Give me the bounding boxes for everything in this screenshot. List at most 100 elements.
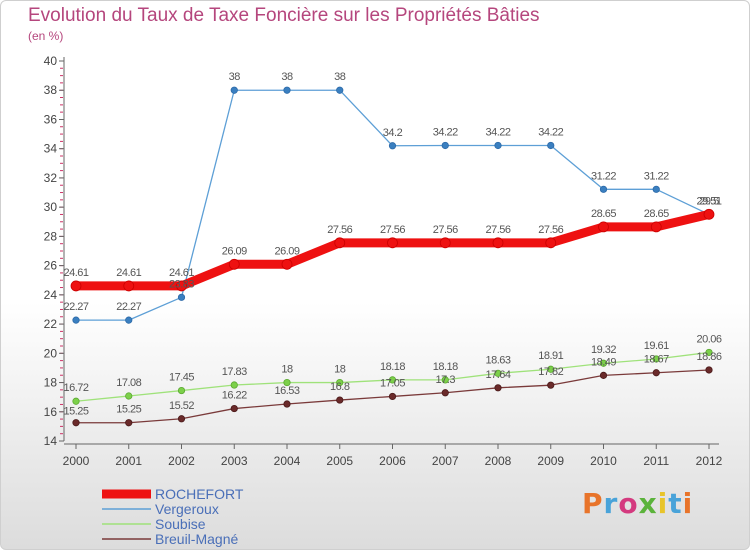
data-point xyxy=(334,237,346,249)
data-label: 38 xyxy=(334,71,346,83)
data-point xyxy=(72,419,80,427)
y-tick-label: 36 xyxy=(44,112,58,126)
data-point xyxy=(123,280,135,292)
y-tick-label: 18 xyxy=(44,376,58,390)
x-tick-label: 2000 xyxy=(63,454,90,468)
data-point xyxy=(336,378,344,387)
data-point xyxy=(652,185,660,193)
data-label: 26.09 xyxy=(222,245,247,257)
data-label: 27.56 xyxy=(380,224,405,236)
data-label: 18 xyxy=(281,364,293,376)
data-label: 17.64 xyxy=(485,369,510,381)
legend-label: Breuil-Magné xyxy=(155,531,238,547)
y-tick-label: 14 xyxy=(44,434,58,448)
data-label: 17.83 xyxy=(222,366,247,378)
legend-label: Soubise xyxy=(155,516,206,532)
logo-letter: t xyxy=(668,487,683,520)
data-point xyxy=(388,392,397,401)
data-point xyxy=(230,404,238,413)
data-point xyxy=(492,237,504,249)
data-label: 22.27 xyxy=(63,301,88,313)
logo-letter: P xyxy=(582,487,604,520)
data-label: 38 xyxy=(281,71,293,83)
data-label: 16.72 xyxy=(63,382,88,394)
data-point xyxy=(599,359,608,367)
data-point xyxy=(176,280,187,292)
y-tick-label: 20 xyxy=(44,346,58,360)
data-label: 18.49 xyxy=(591,356,616,368)
data-label: 16.8 xyxy=(330,381,350,393)
data-label: 34.22 xyxy=(485,126,510,138)
data-point xyxy=(230,86,238,94)
data-point xyxy=(72,397,80,405)
y-tick-label: 22 xyxy=(44,317,58,331)
data-label: 17.82 xyxy=(538,366,563,378)
data-point xyxy=(652,355,660,363)
logo-letter: o xyxy=(618,487,639,520)
x-tick-label: 2002 xyxy=(168,454,195,468)
logo-letter: i xyxy=(657,487,669,520)
data-label: 34.2 xyxy=(383,127,403,139)
data-point xyxy=(545,237,557,249)
data-label: 27.56 xyxy=(433,224,458,236)
data-label: 15.52 xyxy=(169,400,194,412)
data-point xyxy=(598,221,609,233)
data-label: 34.22 xyxy=(538,126,563,138)
y-tick-label: 24 xyxy=(44,288,58,302)
data-point xyxy=(177,293,186,301)
data-point xyxy=(441,389,449,397)
data-label: 15.25 xyxy=(63,406,88,418)
data-point xyxy=(388,142,397,150)
y-tick-label: 38 xyxy=(44,83,58,97)
data-point xyxy=(441,376,449,384)
x-tick-label: 2009 xyxy=(537,454,564,468)
data-label: 19.32 xyxy=(591,344,616,356)
data-label: 15.25 xyxy=(116,404,141,416)
data-point xyxy=(230,381,238,389)
x-tick-label: 2001 xyxy=(115,454,142,468)
data-label: 19.61 xyxy=(644,340,669,352)
data-label: 18.86 xyxy=(696,351,721,363)
chart-title: Evolution du Taux de Taxe Foncière sur l… xyxy=(28,5,540,26)
x-tick-label: 2011 xyxy=(643,454,669,468)
data-label: 18.67 xyxy=(644,354,669,366)
data-point xyxy=(547,381,555,389)
data-point xyxy=(494,384,502,392)
legend-label: Vergeroux xyxy=(155,501,219,517)
logo-letter: i xyxy=(682,487,694,520)
data-point xyxy=(441,141,449,150)
x-tick-label: 2007 xyxy=(432,454,459,468)
data-label: 17.3 xyxy=(436,374,456,386)
x-tick-label: 2010 xyxy=(590,454,617,468)
data-label: 31.22 xyxy=(644,170,669,182)
data-point xyxy=(494,369,502,377)
data-label: 22.27 xyxy=(116,301,141,313)
y-tick-label: 16 xyxy=(44,405,58,419)
data-label: 24.61 xyxy=(63,267,88,279)
data-label: 18.91 xyxy=(538,350,563,362)
data-point xyxy=(336,86,344,94)
logo-letter: r xyxy=(603,487,619,520)
data-point xyxy=(703,208,715,220)
y-tick-label: 28 xyxy=(44,229,58,243)
data-point xyxy=(283,400,291,408)
data-label: 24.61 xyxy=(116,267,141,279)
legend-label: ROCHEFORT xyxy=(155,486,244,502)
data-point xyxy=(177,415,186,423)
x-tick-label: 2003 xyxy=(221,454,248,468)
data-label: 23.83 xyxy=(169,278,194,290)
data-point xyxy=(547,365,555,373)
data-label: 17.05 xyxy=(380,377,405,389)
data-point xyxy=(494,141,502,150)
data-point xyxy=(705,348,713,357)
data-point xyxy=(336,396,344,404)
data-point xyxy=(70,280,82,292)
data-label: 27.56 xyxy=(485,224,510,236)
data-point xyxy=(125,419,133,427)
data-label: 26.09 xyxy=(274,245,299,257)
data-label: 28.65 xyxy=(591,208,616,220)
y-tick-label: 26 xyxy=(44,259,58,273)
data-label: 29.51 xyxy=(696,195,721,207)
y-tick-label: 32 xyxy=(44,171,58,185)
